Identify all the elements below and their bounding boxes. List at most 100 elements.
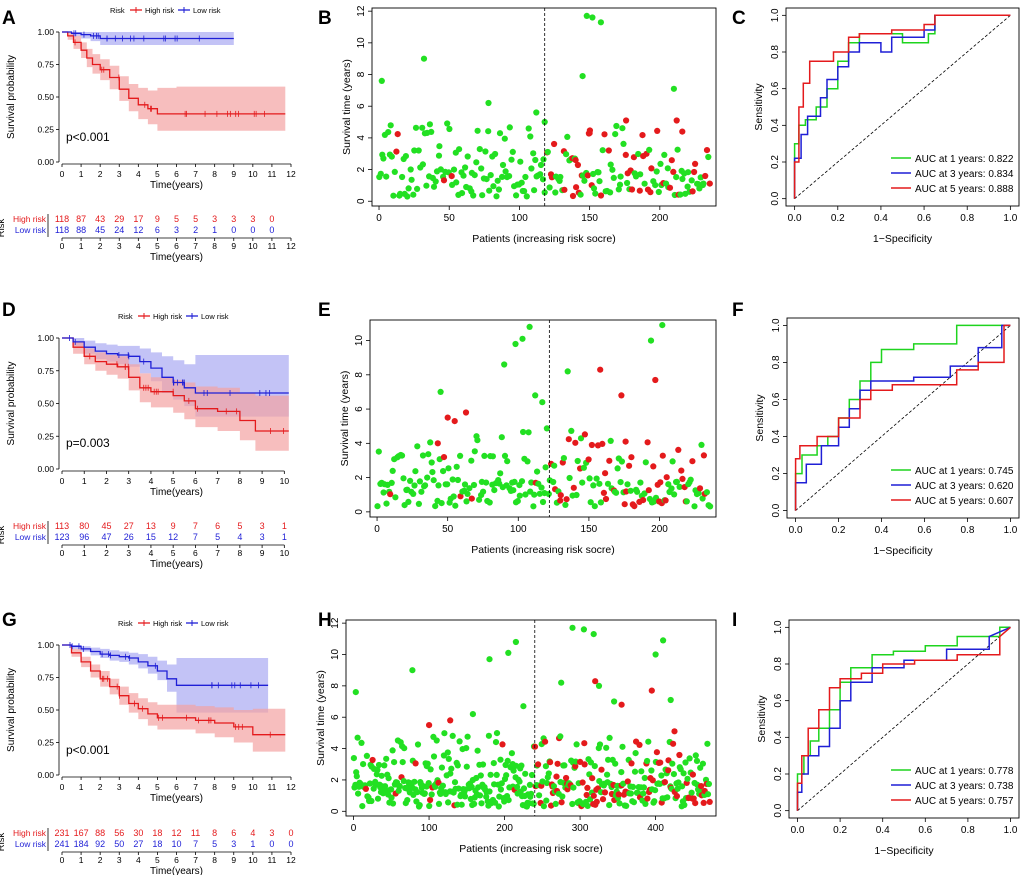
y-tick-label: 8 bbox=[356, 71, 367, 77]
patient-point bbox=[480, 488, 487, 495]
risk-x-tick-label: 0 bbox=[60, 241, 65, 251]
x-tick-label: 200 bbox=[651, 213, 668, 224]
patient-point-low bbox=[597, 19, 605, 26]
patient-point bbox=[553, 773, 560, 780]
risk-count: 3 bbox=[260, 532, 265, 542]
patient-point-low bbox=[437, 388, 444, 395]
patient-point bbox=[487, 172, 494, 179]
y-tick-label: 0 bbox=[356, 198, 367, 204]
patient-point bbox=[416, 478, 423, 485]
y-tick-label: 0.00 bbox=[37, 464, 54, 474]
patient-point-low bbox=[667, 696, 674, 704]
x-tick-label: 0.8 bbox=[960, 525, 974, 536]
risk-x-tick-label: 6 bbox=[174, 855, 179, 865]
patient-point bbox=[651, 798, 658, 805]
patient-point-low bbox=[541, 118, 548, 126]
patient-point bbox=[415, 500, 422, 507]
patient-point bbox=[501, 135, 508, 142]
y-tick-label: 8 bbox=[354, 372, 365, 378]
y-tick-label: 0.75 bbox=[37, 60, 54, 70]
patient-point bbox=[428, 128, 435, 135]
risk-x-tick-label: 2 bbox=[98, 855, 103, 865]
patient-point bbox=[568, 427, 575, 434]
x-tick-label: 300 bbox=[572, 823, 589, 834]
patient-point bbox=[387, 491, 394, 498]
risk-x-tick-label: 11 bbox=[268, 241, 277, 251]
patient-point bbox=[563, 496, 570, 503]
patient-point bbox=[517, 158, 524, 165]
patient-point bbox=[601, 131, 608, 138]
y-tick-label: 0.8 bbox=[771, 355, 782, 369]
patient-point bbox=[607, 437, 614, 444]
patient-point-high bbox=[447, 717, 454, 724]
patient-point bbox=[574, 457, 581, 465]
patient-point bbox=[696, 485, 704, 492]
patient-point bbox=[636, 741, 643, 749]
patient-point bbox=[629, 783, 637, 791]
y-tick-label: 12 bbox=[330, 617, 341, 629]
patient-point bbox=[675, 779, 682, 786]
risk-count: 30 bbox=[133, 828, 143, 838]
patient-point bbox=[430, 477, 437, 484]
patient-point bbox=[474, 437, 481, 444]
patient-point bbox=[655, 188, 662, 196]
risk-x-tick-label: 2 bbox=[104, 548, 109, 558]
patient-point bbox=[563, 151, 570, 158]
y-tick-label: 0.0 bbox=[771, 503, 782, 517]
patient-point bbox=[471, 800, 478, 808]
patient-point bbox=[415, 147, 422, 154]
panel-letter-F: F bbox=[732, 300, 744, 321]
patient-point bbox=[547, 759, 554, 766]
risk-count: 0 bbox=[231, 225, 236, 235]
patient-point bbox=[430, 753, 438, 760]
patient-point bbox=[474, 747, 481, 754]
y-tick-label: 0 bbox=[354, 509, 365, 515]
patient-point bbox=[407, 477, 414, 484]
y-tick-label: 1.00 bbox=[37, 640, 54, 650]
patient-point bbox=[425, 451, 432, 458]
patient-point bbox=[380, 155, 387, 162]
y-tick-label: 0.0 bbox=[773, 803, 784, 817]
patient-point bbox=[593, 798, 600, 805]
patient-point bbox=[689, 771, 697, 778]
patient-point bbox=[677, 191, 684, 198]
patient-point bbox=[559, 793, 566, 800]
patient-point bbox=[685, 169, 692, 176]
patient-point bbox=[597, 499, 605, 506]
risk-count: 45 bbox=[95, 225, 105, 235]
patient-point bbox=[456, 738, 463, 745]
patient-point bbox=[673, 478, 681, 485]
patient-point bbox=[497, 756, 504, 763]
risk-count: 6 bbox=[231, 828, 236, 838]
patient-point bbox=[699, 495, 706, 502]
patient-point bbox=[414, 185, 421, 192]
risk-count: 50 bbox=[114, 839, 124, 849]
risk-count: 10 bbox=[171, 839, 181, 849]
patient-point bbox=[545, 770, 552, 777]
x-tick-label: 1 bbox=[79, 169, 84, 179]
patient-point bbox=[579, 779, 586, 786]
patient-point bbox=[686, 755, 693, 762]
patient-point bbox=[383, 500, 390, 507]
x-tick-label: 0.4 bbox=[874, 213, 888, 224]
y-tick-label: 12 bbox=[356, 5, 367, 17]
patient-point bbox=[628, 760, 635, 767]
x-tick-label: 3 bbox=[126, 476, 131, 486]
patient-point bbox=[499, 161, 507, 169]
patient-point bbox=[587, 499, 594, 506]
risk-count: 92 bbox=[95, 839, 105, 849]
patient-point bbox=[641, 774, 648, 782]
panel-letters: A B C D E F G H I bbox=[2, 8, 746, 631]
patient-point bbox=[581, 431, 589, 438]
x-axis-label: 1−Specificity bbox=[873, 233, 933, 245]
risk-x-tick-label: 8 bbox=[212, 855, 217, 865]
risk-count: 9 bbox=[155, 214, 160, 224]
risk-count: 18 bbox=[152, 839, 162, 849]
patient-point bbox=[412, 760, 419, 767]
patient-point-high bbox=[444, 414, 451, 421]
patient-point bbox=[583, 791, 590, 799]
patient-point bbox=[584, 172, 591, 179]
patient-point bbox=[390, 192, 397, 199]
patient-point bbox=[635, 150, 642, 158]
x-axis-label: Time(years) bbox=[150, 180, 203, 191]
